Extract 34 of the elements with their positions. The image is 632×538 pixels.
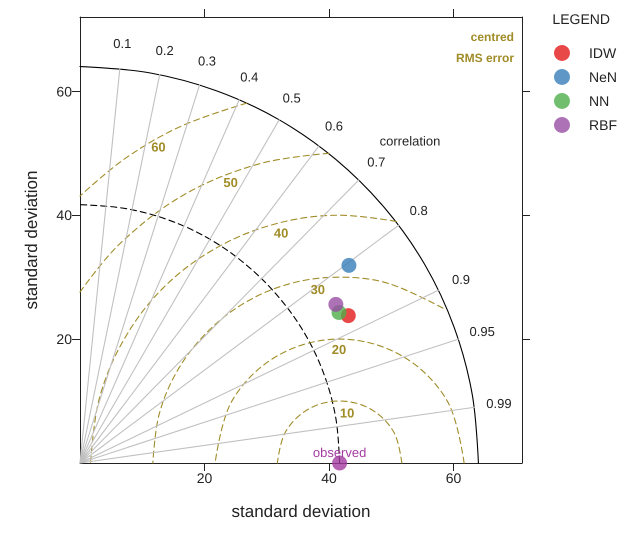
annotation: 0.7 [367, 154, 386, 170]
legend-title: LEGEND [552, 11, 610, 27]
annotation: 20 [332, 342, 346, 358]
annotation: 0.5 [282, 90, 301, 106]
annotation: 0.9 [452, 272, 470, 288]
annotation: centred [470, 30, 514, 44]
annotation: 0.4 [240, 70, 258, 85]
legend-label: NN [588, 93, 610, 109]
annotation: 0.95 [470, 324, 495, 340]
annotation: 60 [151, 140, 166, 155]
annotation: observed [312, 445, 366, 460]
legend-label: NeN [588, 69, 618, 85]
y-tick-label: 20 [56, 331, 72, 348]
x-tick-label: 60 [446, 470, 462, 486]
annotation: 0.6 [324, 118, 344, 134]
y-tick-label: 40 [56, 207, 72, 224]
annotation: correlation [380, 133, 440, 148]
x-tick-label: 40 [321, 470, 338, 486]
y-axis-title: standard deviation [22, 170, 41, 310]
annotation: 50 [223, 174, 238, 190]
y-tick-label: 60 [56, 83, 72, 100]
legend-label: IDW [588, 45, 617, 61]
x-tick-label: 20 [196, 470, 213, 486]
legend-label: RBF [588, 117, 617, 133]
annotation: 10 [340, 405, 354, 420]
annotation: 0.3 [198, 53, 216, 68]
annotation: 0.99 [486, 396, 512, 412]
annotation: RMS error [456, 51, 514, 65]
annotation: 0.1 [113, 36, 132, 52]
annotation: 30 [310, 282, 326, 298]
x-axis-title: standard deviation [232, 502, 370, 521]
annotation: 0.2 [156, 42, 174, 58]
annotation: 40 [274, 226, 288, 241]
annotation: 0.8 [410, 202, 428, 218]
